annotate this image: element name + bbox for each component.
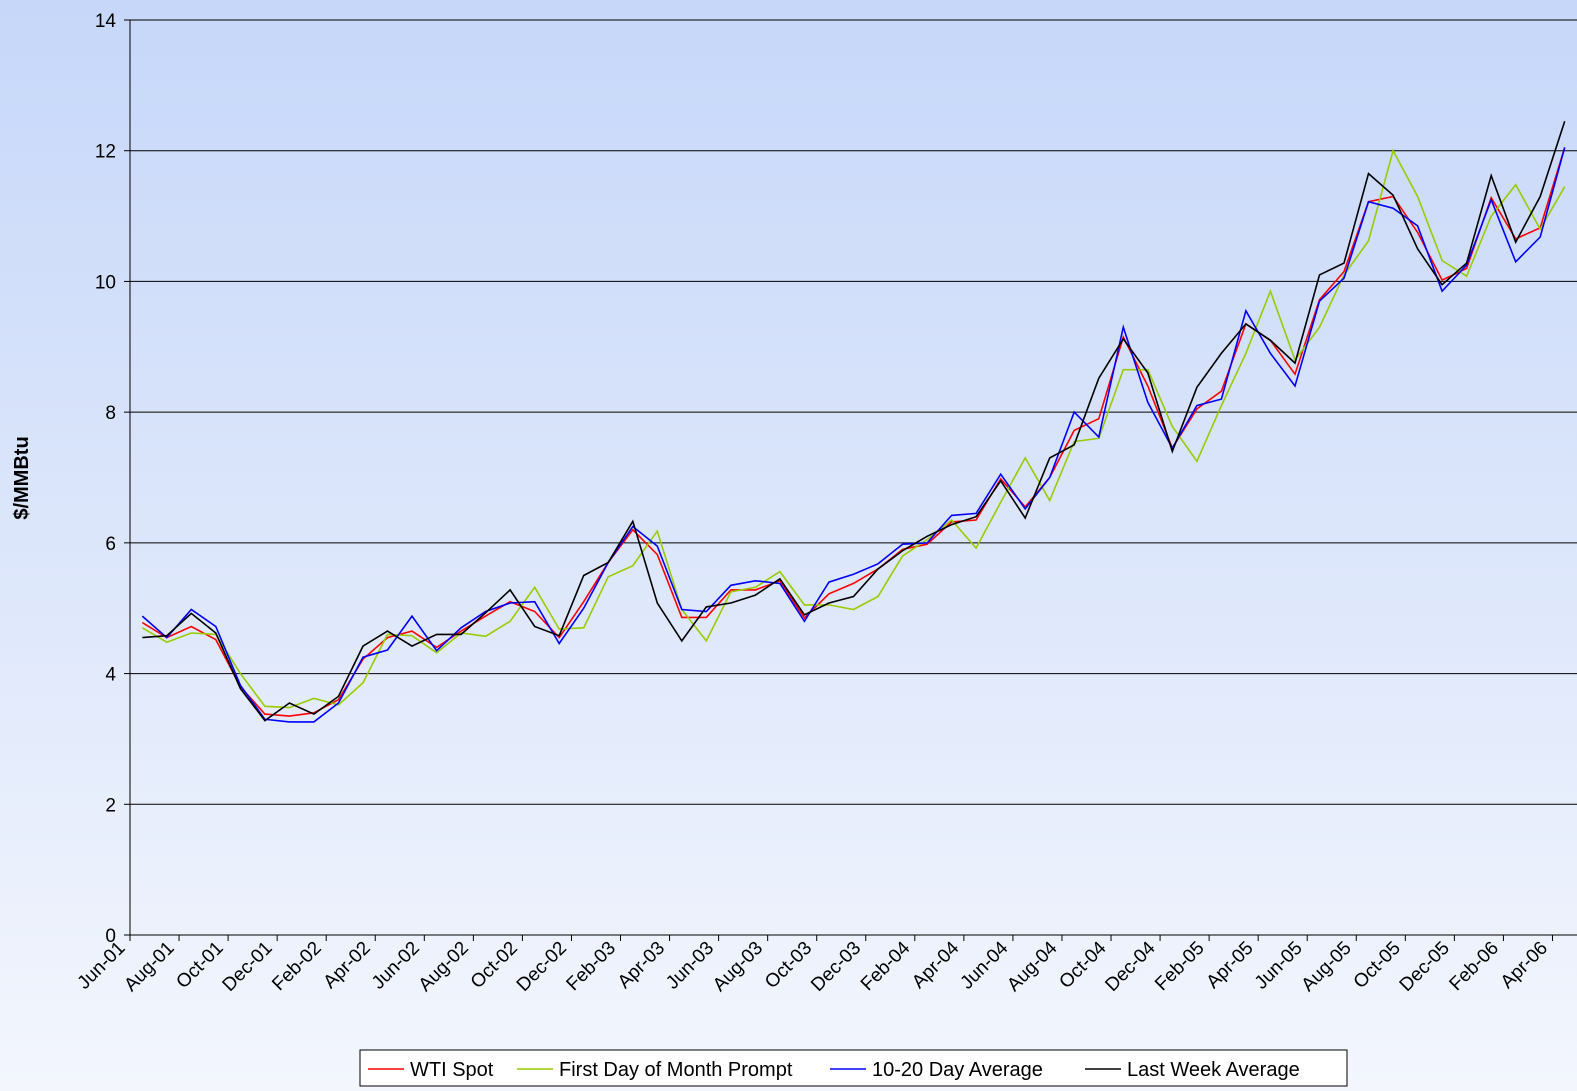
y-tick-label: 10 <box>95 272 116 293</box>
y-tick-label: 4 <box>105 665 116 686</box>
series-line <box>141 147 1566 723</box>
y-tick-label: 8 <box>105 403 116 424</box>
series-line <box>142 121 1566 722</box>
y-tick-label: 0 <box>105 926 116 947</box>
legend-label: First Day of Month Prompt <box>559 1059 793 1081</box>
series-line <box>141 147 1566 717</box>
y-axis-label: $/MMBtu <box>11 436 33 519</box>
legend-label: WTI Spot <box>410 1059 494 1081</box>
y-tick-label: 2 <box>105 795 116 816</box>
y-tick-label: 12 <box>95 142 116 163</box>
legend-label: 10-20 Day Average <box>872 1059 1043 1081</box>
series-line <box>141 148 1566 709</box>
y-tick-label: 6 <box>105 534 116 555</box>
legend <box>359 1049 1348 1087</box>
y-tick-label: 14 <box>95 11 117 32</box>
legend-label: Last Week Average <box>1127 1059 1300 1081</box>
